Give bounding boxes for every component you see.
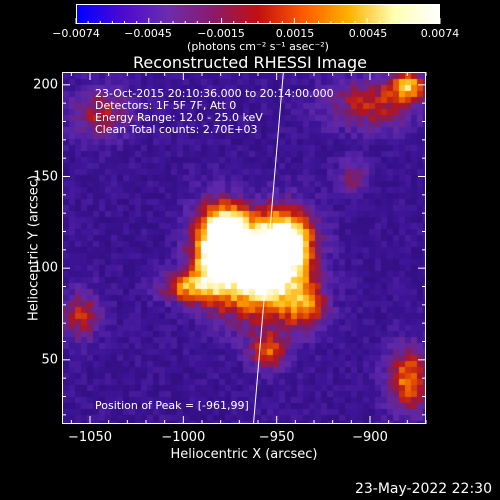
x-tick-label: −1000 xyxy=(161,430,206,445)
y-tick-label: 150 xyxy=(33,169,58,184)
chart-title: Reconstructed RHESSI Image xyxy=(133,53,367,72)
colorbar-tick-label: −0.0015 xyxy=(197,27,245,40)
y-tick-label: 50 xyxy=(41,352,58,368)
time-range-annotation: 23-Oct-2015 20:10:36.000 to 20:14:00.000 xyxy=(95,87,334,100)
peak-position-annotation: Position of Peak = [-961,99] xyxy=(95,399,249,412)
clean-annotation: Clean Total counts: 2.70E+03 xyxy=(95,123,258,136)
energy-annotation: Energy Range: 12.0 - 25.0 keV xyxy=(95,111,263,124)
x-tick-label: −950 xyxy=(258,430,295,445)
y-tick-label: 200 xyxy=(33,77,58,93)
colorbar-tick-label: −0.0045 xyxy=(124,27,172,40)
colorbar-tick-label: 0.0045 xyxy=(348,27,388,40)
colorbar-tick-label: 0.0074 xyxy=(420,27,460,40)
colorbar xyxy=(76,4,440,24)
limb-line-segment xyxy=(253,73,284,423)
colorbar-units: (photons cm⁻² s⁻¹ asec⁻²) xyxy=(187,40,329,53)
colorbar-gradient xyxy=(77,5,439,23)
y-tick-label: 100 xyxy=(33,260,58,276)
heatmap-image xyxy=(63,73,425,423)
x-tick-label: −900 xyxy=(352,430,388,445)
x-axis-label: Heliocentric X (arcsec) xyxy=(170,447,318,462)
plot-area: 23-Oct-2015 20:10:36.000 to 20:14:00.000… xyxy=(62,72,426,424)
limb-line xyxy=(253,73,284,423)
colorbar-tick-label: −0.0074 xyxy=(52,27,100,40)
x-tick-label: −1050 xyxy=(68,430,112,445)
footer-date: 23-May-2022 22:30 xyxy=(354,481,492,497)
colorbar-tick-label: 0.0015 xyxy=(275,27,315,40)
y-axis-label: Heliocentric Y (arcsec) xyxy=(26,175,42,321)
detectors-annotation: Detectors: 1F 5F 7F, Att 0 xyxy=(95,99,237,112)
